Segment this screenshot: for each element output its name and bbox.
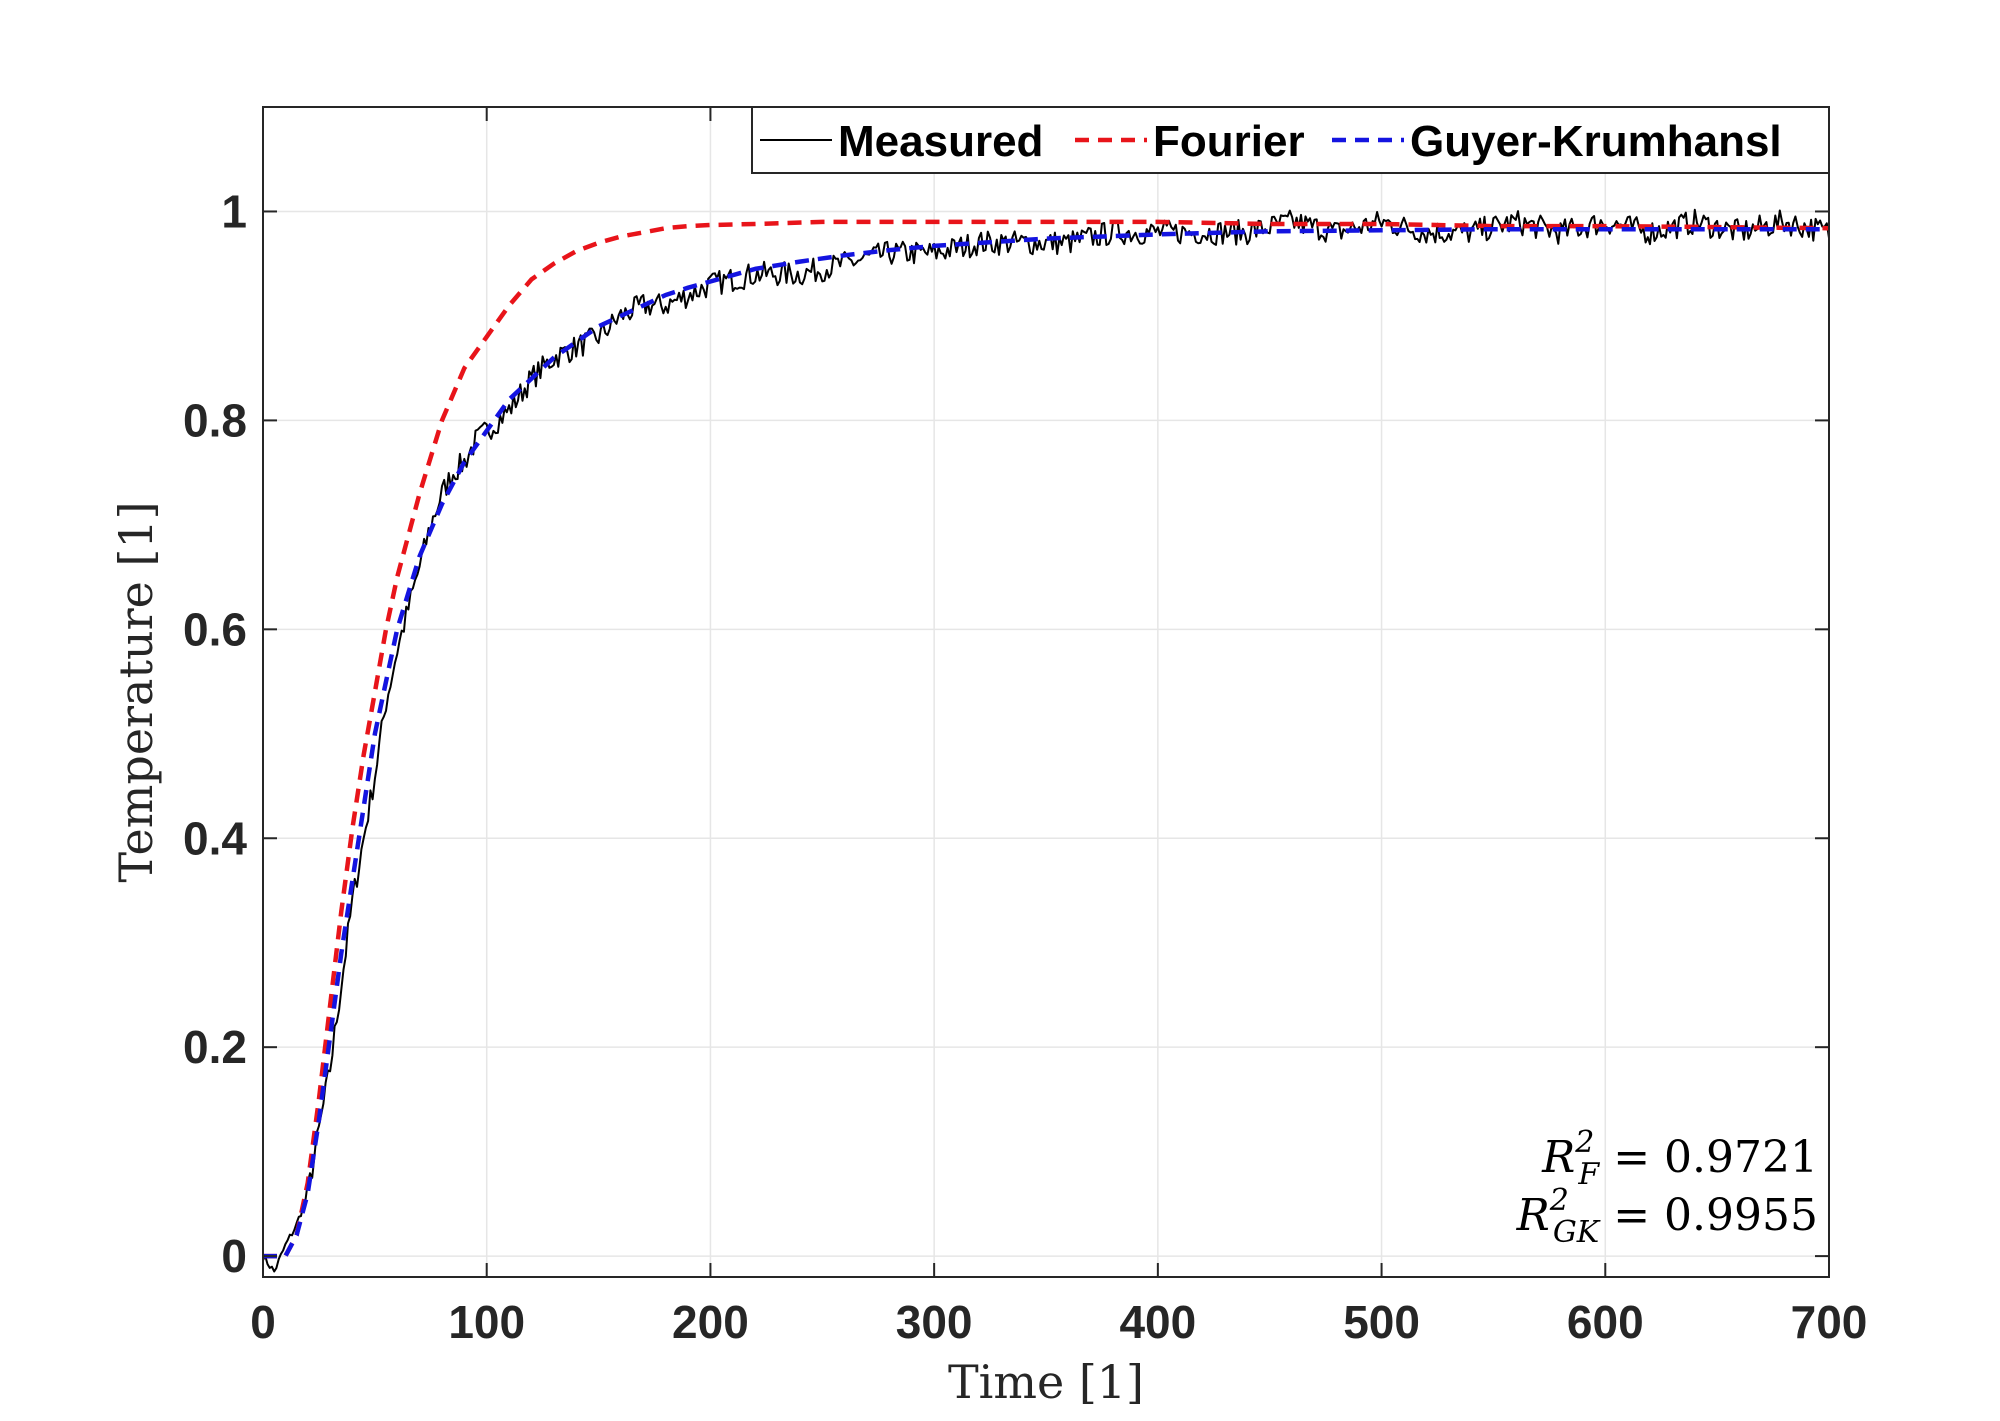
- r-squared-annotation: R2 F = 0.9721: [1541, 1125, 1818, 1192]
- tick-labels: 0 100 200 300 400 500 600 700 0 0.2 0.4 0.6 0.8 1: [183, 185, 1867, 1348]
- x-tick-label: 500: [1343, 1296, 1420, 1348]
- x-tick-label: 600: [1567, 1296, 1644, 1348]
- y-tick-label: 0.2: [183, 1021, 247, 1073]
- x-tick-label: 0: [250, 1296, 276, 1348]
- series-group: [262, 208, 1830, 1273]
- x-tick-label: 200: [672, 1296, 749, 1348]
- y-tick-label: 0: [221, 1230, 247, 1282]
- y-axis-title: Temperature [1]: [109, 501, 163, 882]
- series-line-fourier: [263, 219, 1830, 1259]
- grid: [262, 107, 1830, 1277]
- legend-entry: Guyer-Krumhansl: [1410, 117, 1782, 166]
- plot-background: [263, 107, 1829, 1277]
- y-tick-label: 0.4: [183, 812, 247, 864]
- series-line-guyer-krumhansl: [263, 226, 1829, 1259]
- y-tick-label: 0.8: [183, 394, 247, 446]
- legend: Measured Fourier Guyer-Krumhansl: [751, 106, 1830, 174]
- x-tick-label: 400: [1119, 1296, 1196, 1348]
- x-tick-label: 700: [1791, 1296, 1868, 1348]
- legend-entry: Fourier: [1153, 117, 1305, 166]
- x-axis-title: Time [1]: [948, 1355, 1144, 1409]
- r-squared-annotation: R2 GK = 0.9955: [1516, 1183, 1818, 1250]
- x-tick-label: 300: [896, 1296, 973, 1348]
- legend-entry: Measured: [838, 117, 1043, 166]
- y-tick-label: 0.6: [183, 603, 247, 655]
- x-tick-label: 100: [448, 1296, 525, 1348]
- y-tick-label: 1: [221, 185, 247, 237]
- legend-box: [751, 106, 1830, 174]
- series-line-measured: [262, 208, 1830, 1273]
